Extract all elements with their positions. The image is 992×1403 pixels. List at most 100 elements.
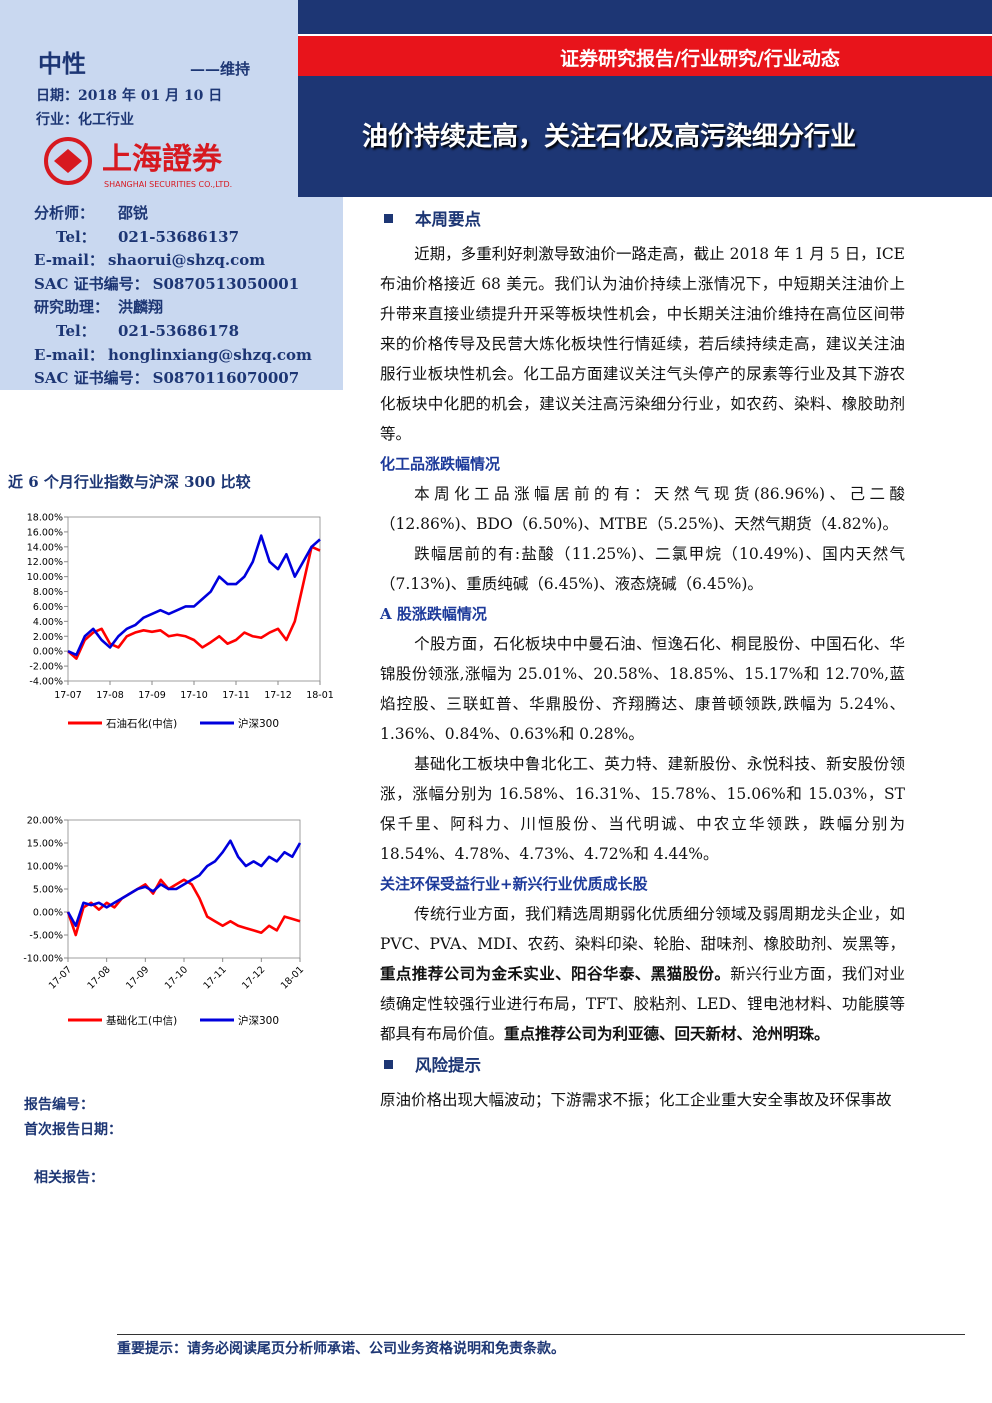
plot-frame — [67, 516, 321, 682]
paragraph: 本周化工品涨幅居前的有：天然气现货(86.96%)、己二酸（12.86%)、BD… — [380, 479, 905, 539]
footer-note: 重要提示：请务必阅读尾页分析师承诺、公司业务资格说明和免责条款。 — [117, 1341, 565, 1357]
analyst-label: Tel： — [56, 321, 96, 340]
section-heading: 本周要点 — [380, 205, 905, 235]
logo-name: 上海證券 — [102, 142, 223, 177]
analyst-label: 分析师： — [34, 204, 95, 222]
x-tick-label: 17-09 — [138, 690, 166, 701]
charts: 18.00% 16.00% 14.00% 12.00% 10.00% 8.00% 6.00%… — [23, 513, 334, 1028]
y-tick-label: 6.00% — [33, 602, 63, 613]
text-run: 跌幅居前的有:盐酸（11.25%)、二氯甲烷（10.49%)、国内天然气（7.1… — [380, 545, 905, 593]
analyst-row: Tel： 021-53686137 — [34, 226, 312, 250]
paragraph: 近期，多重利好刺激导致油价一路走高，截止 2018 年 1 月 5 日，ICE … — [380, 239, 905, 449]
industry: 行业：化工行业 — [36, 112, 134, 128]
logo: 上海證券 SHANGHAI SECURITIES CO.,LTD. — [44, 137, 232, 189]
footer-rule — [117, 1334, 965, 1335]
analyst-panel — [0, 197, 343, 390]
legend-label: 沪深300 — [238, 1014, 279, 1027]
analyst-row: E-mail： shaorui@shzq.com — [34, 249, 312, 273]
x-tick-label: 17-11 — [201, 964, 228, 991]
plot-frame — [67, 819, 301, 959]
analyst-label: E-mail： — [34, 345, 104, 364]
analyst-row: SAC 证书编号： S0870513050001 — [34, 273, 312, 297]
heading-text: 风险提示 — [415, 1056, 481, 1075]
x-tick-label: 17-12 — [240, 964, 267, 991]
series-line — [66, 839, 302, 928]
y-tick-label: 0.00% — [33, 647, 63, 658]
analyst-value: 洪麟翔 — [118, 298, 164, 317]
x-tick-label: 17-09 — [124, 964, 151, 991]
text-run: 基础化工板块中鲁北化工、英力特、建新股份、永悦科技、新安股份领涨，涨幅分别为 1… — [380, 755, 905, 863]
text-run: 重点推荐公司为金禾实业、阳谷华泰、黑猫股份。 — [380, 964, 731, 983]
logo-english: SHANGHAI SECURITIES CO.,LTD. — [104, 180, 232, 189]
legend-label: 石油石化(中信) — [106, 717, 177, 730]
analyst-row: E-mail： honglinxiang@shzq.com — [34, 344, 312, 368]
x-tick-label: 17-07 — [54, 690, 82, 701]
y-tick-label: 2.00% — [33, 632, 63, 643]
analyst-value: shaorui@shzq.com — [107, 251, 266, 270]
y-tick-label: 4.00% — [33, 617, 63, 628]
analyst-value: 021-53686178 — [118, 321, 240, 340]
analyst-label: E-mail： — [34, 251, 104, 270]
analyst-row: Tel： 021-53686178 — [34, 320, 312, 344]
meta-label: 相关报告： — [34, 1170, 104, 1186]
x-tick-label: 17-08 — [85, 964, 112, 991]
series-line — [67, 534, 321, 657]
heading-marker — [384, 1060, 393, 1069]
analyst-label: SAC 证书编号： — [34, 274, 149, 293]
analyst-value: 邵锐 — [118, 204, 149, 222]
legend-label: 沪深300 — [238, 717, 279, 730]
text-run: 个股方面，石化板块中中曼石油、恒逸石化、桐昆股份、中国石化、华锦股份领涨,涨幅为… — [380, 635, 905, 743]
section-heading: 关注环保受益行业+新兴行业优质成长股 — [380, 869, 905, 899]
y-tick-label: -4.00% — [29, 677, 63, 688]
x-tick-label: 17-10 — [180, 690, 208, 701]
y-tick-label: -2.00% — [29, 662, 63, 673]
section-heading: 风险提示 — [380, 1051, 905, 1081]
analyst-value: S0870513050001 — [152, 274, 300, 293]
report-title: 油价持续走高，关注石化及高污染细分行业 — [362, 122, 857, 152]
meta-label: 首次报告日期： — [24, 1122, 122, 1138]
y-tick-label: 5.00% — [33, 885, 63, 896]
x-tick-label: 17-07 — [47, 964, 74, 991]
y-tick-label: -5.00% — [29, 931, 63, 942]
type-band — [298, 34, 992, 76]
analyst-label: Tel： — [56, 227, 96, 246]
analyst-row: 研究助理： 洪麟翔 — [34, 296, 312, 320]
analyst-value: 021-53686137 — [118, 227, 240, 246]
rating-action: ——维持 — [190, 60, 251, 78]
text-run: 本周化工品涨幅居前的有：天然气现货(86.96%)、己二酸（12.86%)、BD… — [380, 485, 905, 533]
series-line — [66, 878, 301, 937]
heading-text: 关注环保受益行业+新兴行业优质成长股 — [380, 875, 648, 893]
x-tick-label: 17-10 — [163, 964, 190, 991]
analyst-row: SAC 证书编号： S0870116070007 — [34, 367, 312, 391]
date: 日期：2018 年 01 月 10 日 — [36, 88, 223, 104]
y-tick-label: 10.00% — [27, 572, 63, 583]
text-run: 近期，多重利好刺激导致油价一路走高，截止 2018 年 1 月 5 日，ICE … — [380, 245, 905, 443]
text-run: 原油价格出现大幅波动；下游需求不振；化工企业重大安全事故及环保事故 — [380, 1091, 892, 1109]
heading-text: 本周要点 — [415, 210, 481, 229]
y-tick-label: 8.00% — [33, 587, 63, 598]
y-tick-label: 16.00% — [27, 527, 63, 538]
analyst-label: SAC 证书编号： — [34, 369, 149, 388]
text-run: 新兴行业方面，我们对业绩确定性较强行业进行布局，TFT、胶粘剂、LED、锂电池材… — [380, 965, 905, 1043]
meta-label: 报告编号： — [24, 1097, 94, 1113]
analyst-label: 研究助理： — [34, 298, 110, 317]
report-type: 证券研究报告/行业研究/行业动态 — [560, 48, 840, 70]
header-panel — [0, 0, 298, 197]
legend-label: 基础化工(中信) — [106, 1014, 177, 1027]
paragraph: 跌幅居前的有:盐酸（11.25%)、二氯甲烷（10.49%)、国内天然气（7.1… — [380, 539, 905, 599]
heading-marker — [384, 214, 393, 223]
analyst-value: honglinxiang@shzq.com — [107, 345, 312, 364]
y-tick-label: 0.00% — [33, 908, 63, 919]
analyst-value: S0870116070007 — [152, 369, 300, 388]
series-line — [67, 545, 321, 660]
y-tick-label: 12.00% — [27, 557, 63, 568]
analyst-list: 分析师： 邵锐 Tel： 021-53686137 E-mail： shaorui@shz… — [34, 202, 312, 391]
text-run: 重点推荐公司为利亚德、回天新材、沧州明珠。 — [504, 1024, 830, 1043]
x-tick-label: 18-01 — [306, 690, 334, 701]
x-tick-label: 17-12 — [264, 690, 292, 701]
y-tick-label: -10.00% — [23, 954, 63, 965]
y-tick-label: 20.00% — [27, 816, 63, 827]
section-heading: A 股涨跌幅情况 — [380, 599, 905, 629]
rating: 中性 — [38, 49, 86, 78]
